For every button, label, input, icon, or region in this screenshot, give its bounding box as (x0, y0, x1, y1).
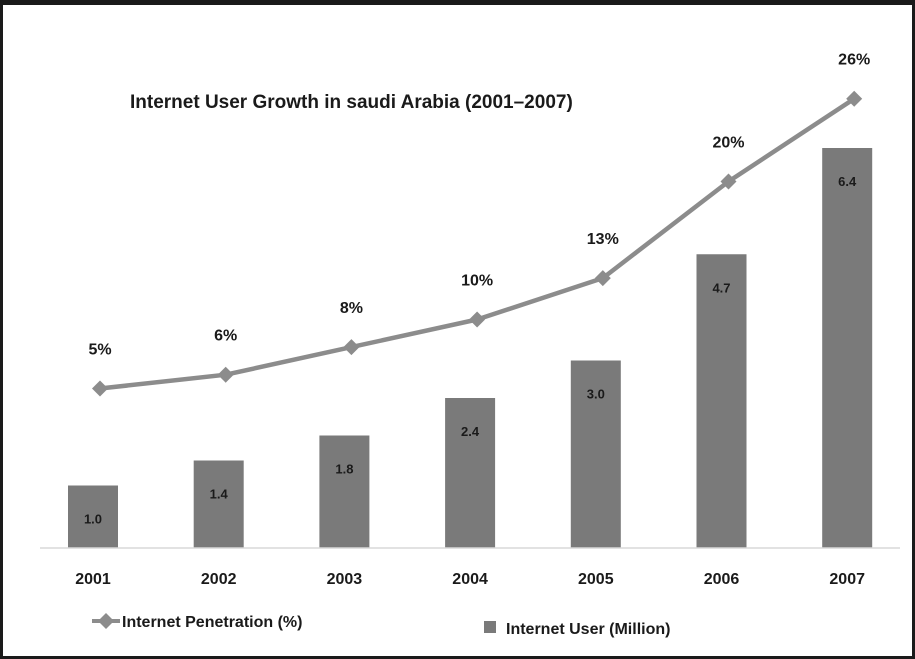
penetration-point-2003 (343, 339, 360, 356)
bar-label-2002: 1.4 (210, 487, 229, 502)
penetration-line-group: 5% 6% 8% 10% 13% 20% 26% (88, 52, 870, 397)
penetration-label-2002: 6% (214, 328, 237, 345)
penetration-point-2007 (846, 90, 863, 107)
chart-title: Internet User Growth in saudi Arabia (20… (130, 92, 573, 113)
bar-label-2003: 1.8 (335, 462, 353, 477)
x-tick-2006: 2006 (704, 571, 740, 588)
x-tick-2005: 2005 (578, 571, 614, 588)
penetration-point-2006 (720, 173, 737, 190)
penetration-label-2004: 10% (461, 273, 493, 290)
bar-2001 (68, 485, 118, 548)
bar-2007 (822, 148, 873, 548)
bar-label-2006: 4.7 (712, 280, 730, 295)
bar-2003 (319, 435, 370, 548)
penetration-point-2001 (92, 380, 108, 397)
penetration-label-2007: 26% (838, 52, 870, 69)
x-tick-2007: 2007 (829, 571, 865, 588)
legend: Internet Penetration (%) Internet User (… (92, 613, 670, 638)
bar-label-2004: 2.4 (461, 424, 480, 439)
x-tick-2002: 2002 (201, 571, 237, 588)
bar-2005 (570, 360, 621, 548)
penetration-label-2005: 13% (587, 231, 619, 248)
x-tick-2003: 2003 (327, 571, 363, 588)
legend-item-penetration: Internet Penetration (%) (92, 613, 302, 631)
penetration-label-2006: 20% (712, 135, 744, 152)
bar-group: 1.0 1.4 1.8 2.4 3.0 4.7 6.4 (68, 148, 873, 548)
x-tick-2001: 2001 (75, 571, 111, 588)
bar-label-2007: 6.4 (838, 174, 857, 189)
penetration-point-2005 (594, 270, 611, 287)
penetration-label-2001: 5% (88, 342, 111, 359)
bar-2006 (696, 254, 747, 548)
bar-2002 (193, 460, 244, 548)
legend-square-marker (484, 621, 496, 633)
bar-2004 (445, 398, 496, 548)
legend-diamond-marker (98, 613, 114, 629)
penetration-label-2003: 8% (340, 300, 363, 317)
x-tick-labels: 2001 2002 2003 2004 2005 2006 2007 (75, 571, 865, 588)
legend-item-users: Internet User (Million) (484, 621, 670, 638)
x-tick-2004: 2004 (452, 571, 488, 588)
legend-label-users: Internet User (Million) (506, 621, 670, 638)
bar-label-2001: 1.0 (84, 512, 102, 527)
legend-label-penetration: Internet Penetration (%) (122, 614, 302, 631)
penetration-point-2004 (469, 311, 486, 328)
penetration-point-2002 (217, 366, 234, 383)
bar-label-2005: 3.0 (587, 387, 605, 402)
